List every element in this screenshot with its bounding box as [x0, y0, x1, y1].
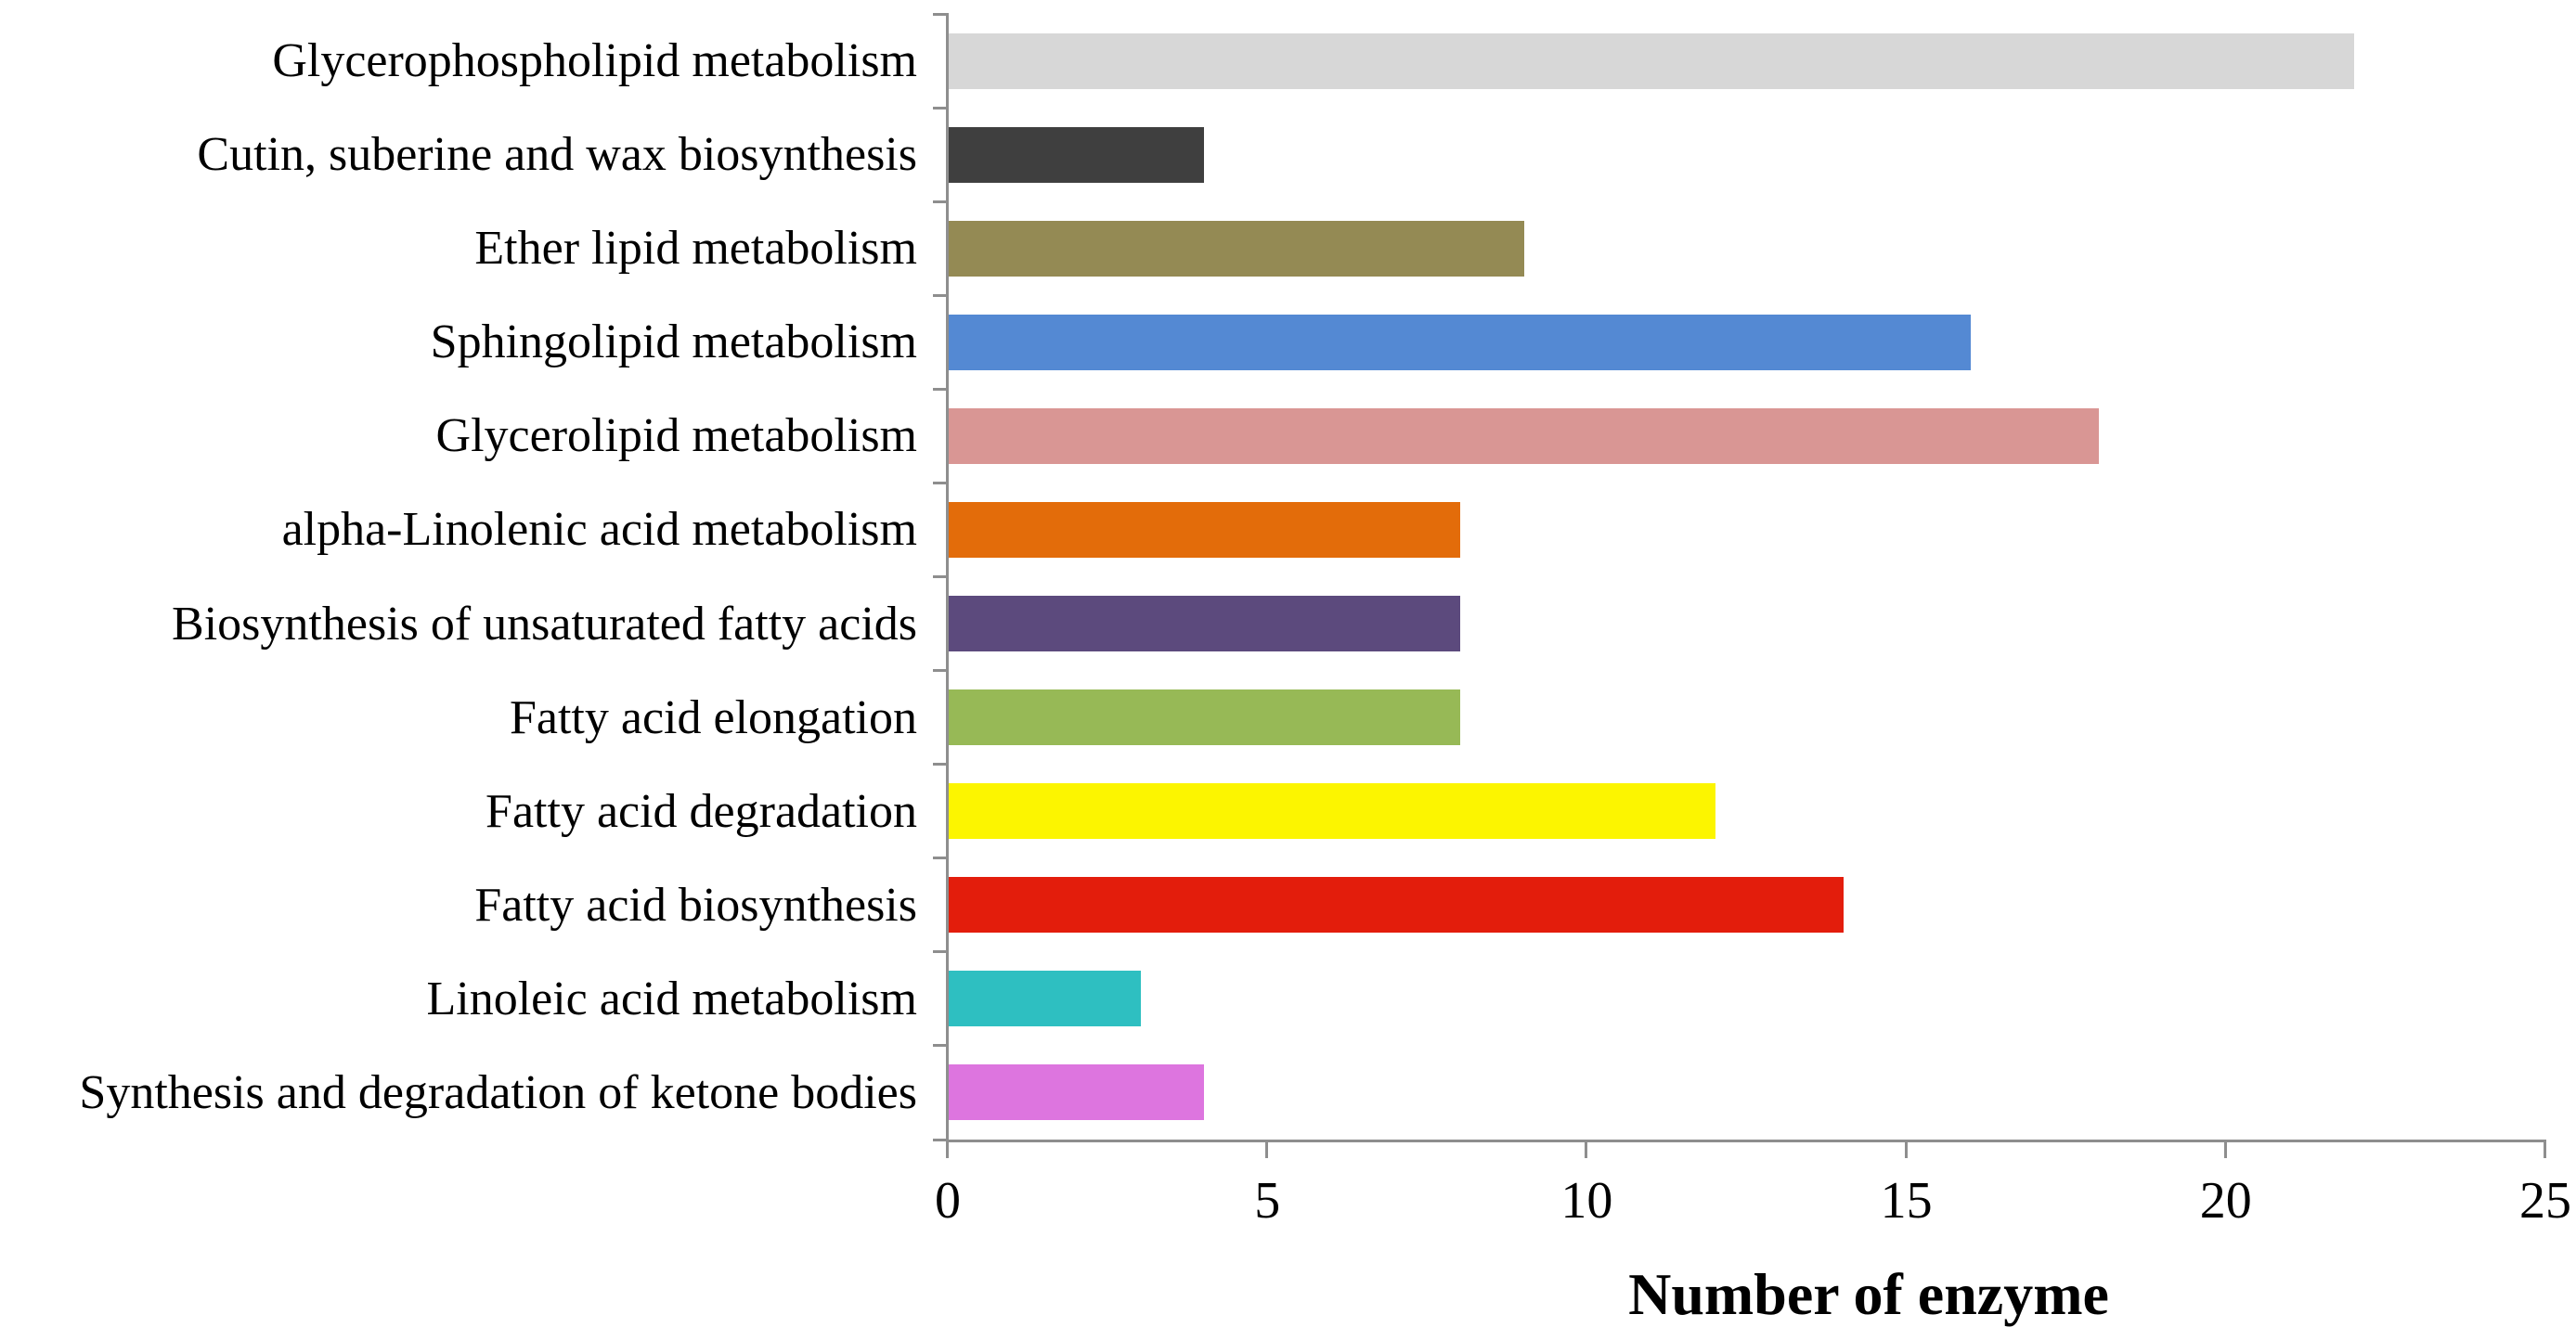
x-axis-tick: [2223, 1140, 2227, 1158]
x-axis-tick: [946, 1140, 949, 1158]
category-label: Fatty acid biosynthesis: [474, 878, 917, 932]
bar: [949, 783, 1716, 840]
x-axis-tick: [1585, 1140, 1588, 1158]
x-axis-line: [946, 1140, 2546, 1142]
y-axis-tick: [933, 1138, 949, 1141]
y-axis-tick: [933, 575, 949, 578]
category-label: Glycerophospholipid metabolism: [272, 34, 917, 88]
x-axis-tick: [2544, 1140, 2546, 1158]
y-axis-tick: [933, 387, 949, 391]
category-label: Linoleic acid metabolism: [426, 972, 917, 1025]
x-axis-title: Number of enzyme: [1628, 1261, 2109, 1327]
y-axis-tick: [933, 1044, 949, 1048]
y-axis-tick: [933, 857, 949, 860]
category-label: Synthesis and degradation of ketone bodi…: [79, 1065, 917, 1119]
bar: [949, 407, 2100, 464]
category-label: alpha-Linolenic acid metabolism: [281, 503, 917, 557]
y-axis-tick: [933, 763, 949, 767]
y-axis-tick: [933, 200, 949, 203]
bar: [949, 220, 1524, 277]
bar: [949, 877, 1844, 934]
x-tick-label: 0: [935, 1172, 961, 1230]
x-axis-tick: [1904, 1140, 1908, 1158]
bar: [949, 596, 1460, 652]
y-axis-tick: [933, 12, 949, 16]
y-axis-tick: [933, 950, 949, 954]
bar: [949, 971, 1141, 1027]
category-label: Ether lipid metabolism: [474, 222, 917, 276]
x-tick-label: 15: [1880, 1172, 1933, 1230]
x-tick-label: 20: [2199, 1172, 2252, 1230]
bar: [949, 314, 1972, 370]
category-label: Sphingolipid metabolism: [430, 316, 917, 369]
category-label: Glycerolipid metabolism: [435, 409, 917, 463]
category-label: Cutin, suberine and wax biosynthesis: [197, 128, 917, 182]
x-axis-tick: [1265, 1140, 1269, 1158]
y-axis-tick: [933, 669, 949, 673]
x-tick-label: 5: [1254, 1172, 1281, 1230]
y-axis-tick: [933, 106, 949, 110]
bar: [949, 126, 1205, 183]
y-axis-tick: [933, 293, 949, 297]
bar: [949, 501, 1460, 558]
x-tick-label: 10: [1560, 1172, 1613, 1230]
bar: [949, 1064, 1205, 1121]
bar: [949, 689, 1460, 746]
category-label: Biosynthesis of unsaturated fatty acids: [172, 597, 917, 651]
category-label: Fatty acid degradation: [485, 784, 917, 838]
x-tick-label: 25: [2519, 1172, 2571, 1230]
bar: [949, 32, 2355, 89]
category-label: Fatty acid elongation: [509, 690, 917, 744]
y-axis-tick: [933, 481, 949, 484]
